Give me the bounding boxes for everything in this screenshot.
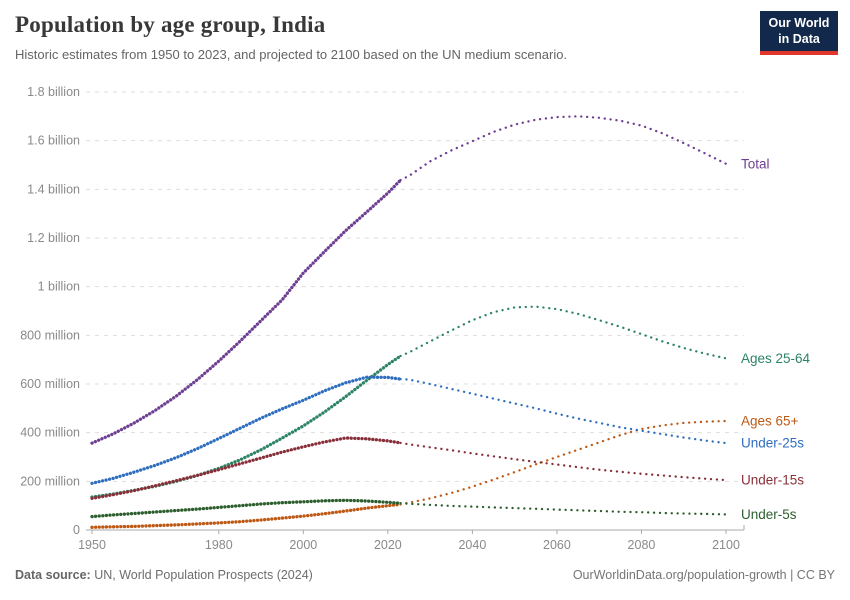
- series-line-historic-under-25s[interactable]: [90, 375, 403, 485]
- series-line-historic-ages-65[interactable]: [90, 502, 403, 529]
- data-source-text: UN, World Population Prospects (2024): [90, 568, 313, 582]
- y-tick-label: 600 million: [20, 377, 80, 391]
- series-line-projected-total[interactable]: [399, 115, 728, 182]
- series-label-total[interactable]: Total: [741, 156, 770, 171]
- series-label-ages-25-64[interactable]: Ages 25-64: [741, 351, 811, 366]
- data-source-label: Data source:: [15, 568, 91, 582]
- y-tick-label: 800 million: [20, 328, 80, 342]
- series-line-historic-total[interactable]: [90, 178, 403, 445]
- x-tick-label: 2080: [628, 538, 656, 552]
- series-line-projected-ages-65[interactable]: [399, 419, 728, 506]
- y-tick-label: 1.4 billion: [27, 182, 80, 196]
- series-line-projected-ages-25-64[interactable]: [399, 305, 728, 360]
- x-tick-label: 1980: [205, 538, 233, 552]
- x-tick-label: 2060: [543, 538, 571, 552]
- series-label-ages-65[interactable]: Ages 65+: [741, 413, 799, 428]
- series-line-projected-under-5s[interactable]: [399, 502, 728, 516]
- owid-url-license[interactable]: OurWorldinData.org/population-growth | C…: [572, 568, 835, 582]
- owid-logo[interactable]: Our World in Data: [760, 11, 838, 56]
- y-tick-label: 1.8 billion: [27, 85, 80, 99]
- owid-logo-line1: Our World: [768, 16, 830, 30]
- chart-header: Population by age group, India Historic …: [15, 12, 750, 62]
- data-source-note: Data source: UN, World Population Prospe…: [15, 568, 313, 582]
- x-tick-label: 2000: [289, 538, 317, 552]
- y-tick-label: 1.6 billion: [27, 134, 80, 148]
- series-label-under-15s[interactable]: Under-15s: [741, 473, 804, 488]
- owid-logo-line2: in Data: [778, 31, 820, 46]
- y-tick-label: 200 million: [20, 474, 80, 488]
- series-line-historic-under-15s[interactable]: [90, 436, 403, 501]
- chart-subtitle: Historic estimates from 1950 to 2023, an…: [15, 47, 568, 62]
- x-tick-label: 1950: [78, 538, 106, 552]
- series-line-projected-under-25s[interactable]: [399, 377, 728, 445]
- page-title: Population by age group, India: [15, 12, 326, 37]
- chart-footer: Data source: UN, World Population Prospe…: [15, 568, 835, 582]
- y-tick-label: 400 million: [20, 426, 80, 440]
- series-label-under-5s[interactable]: Under-5s: [741, 507, 797, 522]
- series-line-projected-under-15s[interactable]: [399, 441, 728, 482]
- x-tick-label: 2020: [374, 538, 402, 552]
- series-line-historic-under-5s[interactable]: [90, 498, 403, 519]
- x-tick-label: 2040: [458, 538, 486, 552]
- y-tick-label: 1.2 billion: [27, 231, 80, 245]
- y-tick-label: 1 billion: [38, 280, 80, 294]
- series-label-under-25s[interactable]: Under-25s: [741, 436, 804, 451]
- y-tick-label: 0: [73, 523, 80, 537]
- x-tick-label: 2100: [712, 538, 740, 552]
